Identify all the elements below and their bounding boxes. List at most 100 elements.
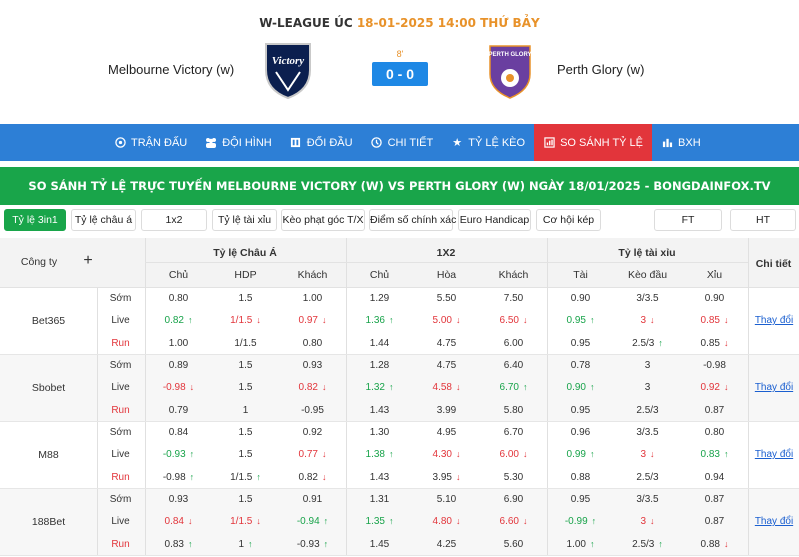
odds-number: 1.30 xyxy=(369,427,390,438)
odds-number: 0.92 xyxy=(700,382,720,394)
company-header: Công ty xyxy=(0,256,78,268)
nav-doi-hinh[interactable]: ĐỘI HÌNH xyxy=(196,124,281,161)
odds-value: 0.78 xyxy=(547,360,614,371)
odds-number: 0.83 xyxy=(700,449,720,461)
nav-doi-dau[interactable]: ĐỐI ĐẦU xyxy=(281,124,362,161)
odds-number: 1/1.5 xyxy=(230,471,253,483)
odds-number: 4.80 xyxy=(432,516,452,528)
odds-value: 1.5 xyxy=(212,449,279,460)
row-label: Sớm xyxy=(109,427,132,438)
tab-double-chance[interactable]: Cơ hội kép xyxy=(536,209,601,231)
odds-number: 0.82 xyxy=(298,382,318,394)
change-history-link[interactable]: Thay đổi xyxy=(754,382,794,393)
odds-number: 1.29 xyxy=(369,293,390,304)
odds-number: 5.50 xyxy=(436,293,457,304)
arrow-down-icon: ↓ xyxy=(522,449,528,460)
tab-correct-score[interactable]: Điểm số chính xác xyxy=(369,209,456,231)
row-label: Live xyxy=(111,516,130,528)
tab-euro-handicap[interactable]: Euro Handicap xyxy=(458,209,531,231)
odds-number: -0.93 xyxy=(162,449,186,461)
nav-so-sanh-ty-le[interactable]: SO SÁNH TỶ LỆ xyxy=(534,124,653,161)
away-team-logo[interactable]: PERTH GLORY xyxy=(487,40,533,100)
odds-value: 0.82 ↓ xyxy=(279,382,346,393)
match-datetime: 18-01-2025 14:00 THỨ BẢY xyxy=(356,16,540,30)
nav-chi-tiet[interactable]: CHI TIẾT xyxy=(362,124,443,161)
tab-corner[interactable]: Kèo phạt góc T/X xyxy=(281,209,365,231)
away-team-name[interactable]: Perth Glory (w) xyxy=(557,62,645,77)
tab-ft[interactable]: FT xyxy=(654,209,722,231)
home-logo-text: Victory xyxy=(272,55,305,67)
tab-asian[interactable]: Tỷ lệ châu á xyxy=(71,209,136,231)
group-asian: Tỷ lệ Châu Á xyxy=(213,247,277,259)
row-divider xyxy=(0,421,799,422)
home-team-logo[interactable]: Victory xyxy=(262,40,314,100)
odds-type-tabs: Tỷ lệ 3in1 Tỷ lệ châu á 1x2 Tỷ lệ tài xỉ… xyxy=(0,209,799,233)
odds-value: 0.95 xyxy=(547,338,614,349)
home-team-name[interactable]: Melbourne Victory (w) xyxy=(108,62,235,77)
change-history-link[interactable]: Thay đổi xyxy=(754,315,794,326)
column-divider xyxy=(145,355,146,422)
nav-ty-le-keo[interactable]: ★ TỶ LỆ KÈO xyxy=(442,124,534,161)
league-line: W-LEAGUE ÚC 18-01-2025 14:00 THỨ BẢY xyxy=(0,16,799,30)
odds-value: 1.29 xyxy=(346,293,413,304)
tab-ht[interactable]: HT xyxy=(730,209,796,231)
odds-number: 1 xyxy=(238,538,245,550)
odds-value: 7.50 xyxy=(480,293,547,304)
change-history-link[interactable]: Thay đổi xyxy=(754,449,794,460)
odds-number: 0.83 xyxy=(164,538,184,550)
odds-number: 3 xyxy=(644,360,651,371)
details-icon xyxy=(371,137,383,149)
odds-value: -0.98 xyxy=(681,360,748,371)
bookmaker-name: Sbobet xyxy=(31,382,66,394)
odds-value: 0.77 ↓ xyxy=(279,449,346,460)
odds-value: 2.5/3 ↑ xyxy=(614,338,681,349)
tab-over-under[interactable]: Tỷ lệ tài xỉu xyxy=(212,209,277,231)
odds-value: 3/3.5 xyxy=(614,427,681,438)
change-history-link[interactable]: Thay đổi xyxy=(754,516,794,527)
odds-number: 1/1.5 xyxy=(230,516,253,528)
odds-number: 2.5/3 xyxy=(632,538,655,550)
odds-value: 3/3.5 xyxy=(614,293,681,304)
match-score: 0 - 0 xyxy=(372,62,428,86)
odds-value: 6.90 xyxy=(480,494,547,505)
odds-value: 0.89 xyxy=(145,360,212,371)
odds-number: 6.40 xyxy=(503,360,524,371)
column-divider xyxy=(145,489,146,556)
odds-value: 0.80 xyxy=(145,293,212,304)
odds-number: 0.97 xyxy=(298,315,318,327)
bookmaker-name: M88 xyxy=(38,449,59,461)
odds-number: 1.00 xyxy=(566,538,586,550)
odds-value: 1 xyxy=(212,405,279,416)
bookmaker-row: Bet365 Sớm 0.80 1.5 1.00 1.29 5.50 7.50 0.90 3/3.… xyxy=(0,288,799,355)
odds-number: 0.95 xyxy=(570,337,591,349)
nav-bxh[interactable]: BXH xyxy=(652,124,710,161)
odds-value: -0.98 ↓ xyxy=(145,382,212,393)
nav-label: CHI TIẾT xyxy=(387,136,434,149)
odds-number: 1/1.5 xyxy=(234,337,257,349)
odds-value: 5.00 ↓ xyxy=(413,315,480,326)
odds-value: 3 ↓ xyxy=(614,315,681,326)
odds-number: 1.45 xyxy=(369,538,390,550)
odds-value: 1/1.5 ↓ xyxy=(212,516,279,527)
arrow-down-icon: ↓ xyxy=(455,516,461,527)
odds-number: -0.98 xyxy=(162,471,186,483)
arrow-down-icon: ↓ xyxy=(321,471,327,482)
column-divider xyxy=(547,288,548,355)
tab-1x2[interactable]: 1x2 xyxy=(141,209,207,231)
nav-tran-dau[interactable]: TRẬN ĐẤU xyxy=(105,124,196,161)
plus-icon[interactable]: + xyxy=(83,252,93,269)
bookmaker-name: 188Bet xyxy=(31,516,66,528)
row-divider xyxy=(0,555,799,556)
row-label: Live xyxy=(111,315,130,327)
group-details: Chi tiết xyxy=(755,258,792,270)
odds-value: 0.91 xyxy=(279,494,346,505)
arrow-up-icon: ↑ xyxy=(323,516,329,527)
bar-chart-icon xyxy=(661,137,673,149)
odds-value: 4.95 xyxy=(413,427,480,438)
row-label: Run xyxy=(111,538,130,550)
odds-value: 0.87 xyxy=(681,516,748,527)
odds-value: 0.87 xyxy=(681,405,748,416)
bookmaker-name: Bet365 xyxy=(31,315,66,327)
tab-3in1[interactable]: Tỷ lệ 3in1 xyxy=(4,209,66,231)
arrow-up-icon: ↑ xyxy=(248,538,253,549)
